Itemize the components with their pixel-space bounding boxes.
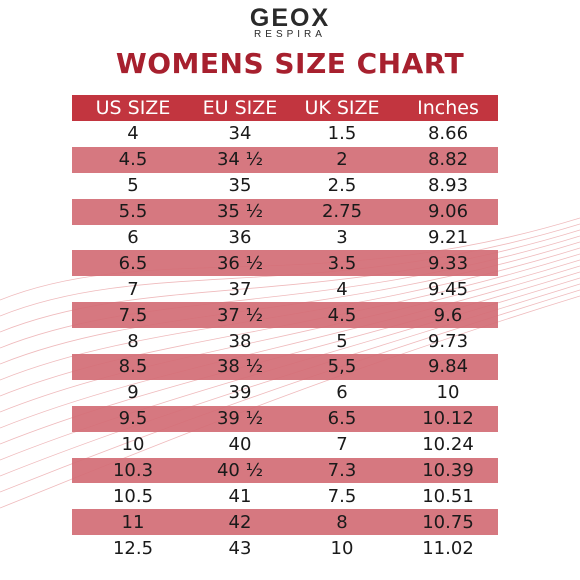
uk-size-cell: 7 xyxy=(336,434,348,456)
wave-line xyxy=(0,259,580,413)
inches-cell: 9.6 xyxy=(398,302,498,329)
eu-size-cell: 34 ½ xyxy=(194,146,286,173)
uk-size-cell: 1.5 xyxy=(327,123,357,145)
inches-cell: 9.73 xyxy=(427,330,469,352)
us-size-cell: 7.5 xyxy=(72,302,194,329)
eu-size-cell: 40 ½ xyxy=(194,457,286,484)
us-size-cell: 7 xyxy=(127,278,139,300)
eu-size-cell: 40 xyxy=(228,434,252,456)
inches-cell: 9.21 xyxy=(427,227,469,248)
uk-size-cell: 5,5 xyxy=(286,354,398,380)
us-size-cell: 6.5 xyxy=(72,250,194,277)
uk-size-cell: 7.5 xyxy=(327,485,357,507)
uk-size-cell: 6 xyxy=(336,382,348,404)
inches-cell: 10.24 xyxy=(422,434,474,456)
eu-size-cell: 35 ½ xyxy=(194,198,286,225)
inches-cell: 10.75 xyxy=(398,509,498,536)
header-inches: Inches xyxy=(398,95,498,121)
us-size-cell: 4 xyxy=(127,123,139,145)
inches-cell: 9.33 xyxy=(398,250,498,277)
table-row: 8 38 5 9.73 xyxy=(72,328,498,354)
us-size-cell: 9.5 xyxy=(72,405,194,432)
uk-size-cell: 10 xyxy=(330,537,354,559)
us-size-cell: 9 xyxy=(127,382,139,404)
eu-size-cell: 39 xyxy=(228,382,252,404)
eu-size-cell: 38 xyxy=(228,330,252,352)
inches-cell: 10.51 xyxy=(422,485,474,507)
eu-size-cell: 41 xyxy=(228,485,252,507)
inches-cell: 9.06 xyxy=(398,198,498,225)
table-row: 11 42 8 10.75 xyxy=(72,509,498,536)
table-row: 7 37 4 9.45 xyxy=(72,276,498,302)
inches-cell: 9.84 xyxy=(398,354,498,380)
us-size-cell: 6 xyxy=(127,227,139,248)
table-row: 4 34 1.5 8.66 xyxy=(72,121,498,147)
uk-size-cell: 6.5 xyxy=(286,405,398,432)
eu-size-cell: 39 ½ xyxy=(194,405,286,432)
us-size-cell: 11 xyxy=(72,509,194,536)
header-us-size: US SIZE xyxy=(72,95,194,121)
uk-size-cell: 3.5 xyxy=(286,250,398,277)
uk-size-cell: 2 xyxy=(286,146,398,173)
table-row: 9.5 39 ½ 6.5 10.12 xyxy=(72,405,498,432)
table-row: 6.5 36 ½ 3.5 9.33 xyxy=(72,250,498,277)
uk-size-cell: 2.5 xyxy=(327,175,357,197)
inches-cell: 10.12 xyxy=(398,405,498,432)
table-row: 10 40 7 10.24 xyxy=(72,432,498,458)
uk-size-cell: 4 xyxy=(336,278,348,300)
us-size-cell: 4.5 xyxy=(72,146,194,173)
inches-cell: 8.82 xyxy=(398,146,498,173)
eu-size-cell: 36 ½ xyxy=(194,250,286,277)
uk-size-cell: 3 xyxy=(336,227,348,248)
eu-size-cell: 35 xyxy=(228,175,252,197)
eu-size-cell: 43 xyxy=(228,537,252,559)
inches-cell: 10 xyxy=(436,382,460,404)
table-row: 10.3 40 ½ 7.3 10.39 xyxy=(72,457,498,484)
uk-size-cell: 4.5 xyxy=(286,302,398,329)
uk-size-cell: 7.3 xyxy=(286,457,398,484)
table-row: 4.5 34 ½ 2 8.82 xyxy=(72,146,498,173)
eu-size-cell: 37 xyxy=(228,278,252,300)
size-chart-table: US SIZE EU SIZE UK SIZE Inches 4 34 1.5 8.6… xyxy=(72,95,498,561)
inches-cell: 9.45 xyxy=(427,278,469,300)
us-size-cell: 5.5 xyxy=(72,198,194,225)
us-size-cell: 5 xyxy=(127,175,139,197)
us-size-cell: 10.3 xyxy=(72,457,194,484)
inches-cell: 10.39 xyxy=(398,457,498,484)
us-size-cell: 8 xyxy=(127,330,139,352)
eu-size-cell: 36 xyxy=(228,227,252,248)
inches-cell: 8.66 xyxy=(427,123,469,145)
brand-name: GEOX xyxy=(249,4,331,32)
table-row: 10.5 41 7.5 10.51 xyxy=(72,483,498,509)
brand-tagline: RESPIRA xyxy=(254,29,326,40)
header-eu-size: EU SIZE xyxy=(194,95,286,121)
us-size-cell: 8.5 xyxy=(72,354,194,380)
eu-size-cell: 38 ½ xyxy=(194,354,286,380)
us-size-cell: 10.5 xyxy=(112,485,154,507)
table-row: 8.5 38 ½ 5,5 9.84 xyxy=(72,354,498,380)
table-row: 6 36 3 9.21 xyxy=(72,225,498,251)
header-uk-size: UK SIZE xyxy=(286,95,398,121)
us-size-cell: 10 xyxy=(121,434,145,456)
table-row: 7.5 37 ½ 4.5 9.6 xyxy=(72,302,498,329)
page-title: WOMENS SIZE CHART xyxy=(115,47,465,80)
eu-size-cell: 34 xyxy=(228,123,252,145)
eu-size-cell: 37 ½ xyxy=(194,302,286,329)
table-row: 9 39 6 10 xyxy=(72,380,498,406)
table-row: 5.5 35 ½ 2.75 9.06 xyxy=(72,198,498,225)
uk-size-cell: 2.75 xyxy=(286,198,398,225)
table-row: 12.5 43 10 11.02 xyxy=(72,535,498,561)
eu-size-cell: 42 xyxy=(194,509,286,536)
wave-line xyxy=(0,253,580,397)
inches-cell: 11.02 xyxy=(422,537,474,559)
us-size-cell: 12.5 xyxy=(112,537,154,559)
inches-cell: 8.93 xyxy=(427,175,469,197)
uk-size-cell: 8 xyxy=(286,509,398,536)
header-row: US SIZE EU SIZE UK SIZE Inches xyxy=(72,95,498,121)
uk-size-cell: 5 xyxy=(336,330,348,352)
brand-logo: GEOX RESPIRA xyxy=(0,5,580,40)
table-row: 5 35 2.5 8.93 xyxy=(72,173,498,199)
